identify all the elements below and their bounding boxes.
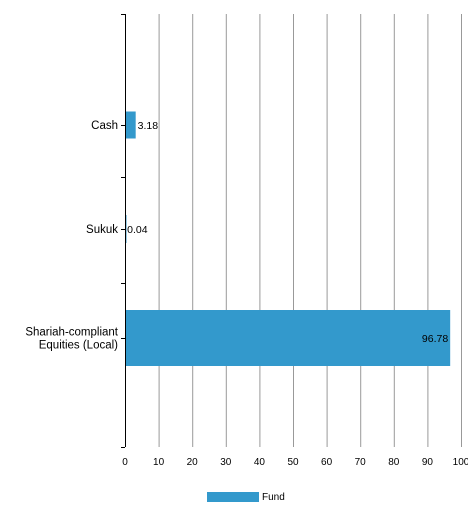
axes: [121, 14, 126, 448]
legend-swatch-fund: [207, 492, 259, 502]
x-tick-label-50: 50: [287, 457, 299, 468]
category-label-0: Cash: [91, 120, 118, 132]
x-tick-label-60: 60: [321, 457, 333, 468]
category-label-1: Sukuk: [86, 224, 118, 236]
data-label-0: 3.18: [138, 120, 159, 132]
data-label-2: 96.78: [422, 333, 448, 345]
x-tick-label-90: 90: [422, 457, 434, 468]
bar-0: [125, 111, 136, 139]
category-label-2: Shariah-compliant Equities (Local): [25, 327, 118, 352]
x-tick-label-30: 30: [220, 457, 232, 468]
x-tick-label-10: 10: [153, 457, 165, 468]
x-tick-label-40: 40: [254, 457, 266, 468]
x-tick-label-0: 0: [122, 457, 128, 468]
legend-label-fund: Fund: [262, 492, 285, 503]
x-tick-label-20: 20: [187, 457, 199, 468]
data-label-1: 0.04: [127, 224, 148, 236]
x-tick-label-100: 100: [453, 457, 468, 468]
x-tick-label-70: 70: [355, 457, 367, 468]
bars: [125, 111, 451, 366]
gridlines: [158, 14, 462, 447]
x-tick-label-80: 80: [388, 457, 400, 468]
bar-2: [125, 310, 451, 366]
legend: Fund: [207, 492, 285, 503]
labels: 0 10 20 30 40 50 60 70 80 90 100 Cash Sukuk Shariah-c…: [25, 120, 468, 468]
